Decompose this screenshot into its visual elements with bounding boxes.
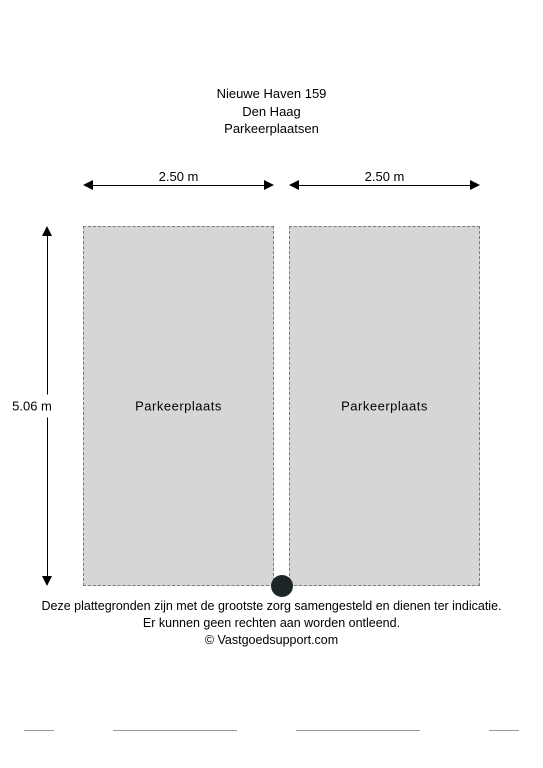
- parking-spot-label: Parkeerplaats: [290, 399, 479, 414]
- width-label-1: 2.50 m: [153, 169, 205, 184]
- parking-spots: Parkeerplaats Parkeerplaats: [83, 226, 483, 586]
- arrow-down-icon: [42, 576, 52, 586]
- footer: Deze plattegronden zijn met de grootste …: [0, 598, 543, 649]
- height-dimension: 5.06 m: [32, 226, 62, 586]
- title-line-2: Den Haag: [0, 103, 543, 121]
- parking-spot-2: Parkeerplaats: [289, 226, 480, 586]
- footer-line-2: Er kunnen geen rechten aan worden ontlee…: [14, 615, 529, 632]
- parking-spot-1: Parkeerplaats: [83, 226, 274, 586]
- width-dimension-2: 2.50 m: [289, 170, 480, 200]
- parking-spot-label: Parkeerplaats: [84, 399, 273, 414]
- width-label-2: 2.50 m: [359, 169, 411, 184]
- width-dimension-row: 2.50 m 2.50 m: [83, 170, 483, 200]
- footer-line-3: © Vastgoedsupport.com: [14, 632, 529, 649]
- header: Nieuwe Haven 159 Den Haag Parkeerplaatse…: [0, 85, 543, 138]
- title-line-1: Nieuwe Haven 159: [0, 85, 543, 103]
- width-dimension-1: 2.50 m: [83, 170, 274, 200]
- marker-dot-icon: [271, 575, 293, 597]
- title-line-3: Parkeerplaatsen: [0, 120, 543, 138]
- height-label: 5.06 m: [2, 395, 62, 418]
- footer-line-1: Deze plattegronden zijn met de grootste …: [14, 598, 529, 615]
- bottom-rule: [24, 730, 519, 734]
- page: Nieuwe Haven 159 Den Haag Parkeerplaatse…: [0, 0, 543, 768]
- floorplan-diagram: 2.50 m 2.50 m 5.06 m Parkeerplaats Parke…: [0, 170, 543, 570]
